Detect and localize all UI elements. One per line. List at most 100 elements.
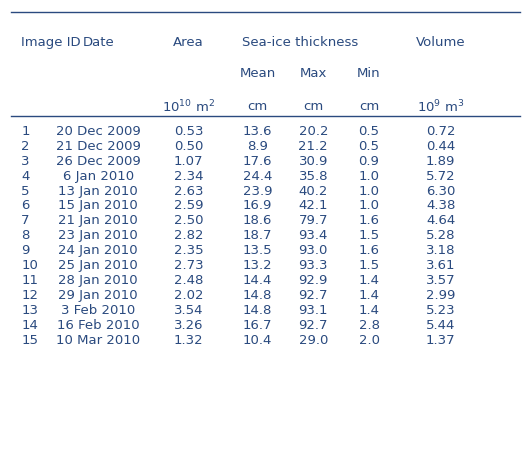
Text: 1.37: 1.37 [426, 334, 456, 347]
Text: 3.57: 3.57 [426, 274, 456, 287]
Text: 14: 14 [21, 319, 38, 332]
Text: cm: cm [359, 100, 379, 113]
Text: 18.7: 18.7 [243, 229, 272, 242]
Text: 1: 1 [21, 125, 30, 138]
Text: 1.0: 1.0 [358, 200, 380, 212]
Text: 3.18: 3.18 [426, 244, 456, 257]
Text: 0.53: 0.53 [174, 125, 203, 138]
Text: 18.6: 18.6 [243, 214, 272, 228]
Text: 0.5: 0.5 [358, 140, 380, 153]
Text: 2.63: 2.63 [174, 184, 203, 198]
Text: 40.2: 40.2 [298, 184, 328, 198]
Text: 1.6: 1.6 [358, 244, 380, 257]
Text: 13: 13 [21, 304, 38, 317]
Text: 24.4: 24.4 [243, 170, 272, 182]
Text: 20 Dec 2009: 20 Dec 2009 [56, 125, 141, 138]
Text: 1.4: 1.4 [358, 289, 380, 302]
Text: 2.73: 2.73 [174, 259, 203, 272]
Text: 35.8: 35.8 [298, 170, 328, 182]
Text: Mean: Mean [239, 67, 276, 80]
Text: 16 Feb 2010: 16 Feb 2010 [57, 319, 140, 332]
Text: 3.54: 3.54 [174, 304, 203, 317]
Text: 3.61: 3.61 [426, 259, 456, 272]
Text: 93.3: 93.3 [298, 259, 328, 272]
Text: 92.9: 92.9 [298, 274, 328, 287]
Text: 2.99: 2.99 [426, 289, 456, 302]
Text: 0.72: 0.72 [426, 125, 456, 138]
Text: 7: 7 [21, 214, 30, 228]
Text: 21 Dec 2009: 21 Dec 2009 [56, 140, 141, 153]
Text: 13.2: 13.2 [243, 259, 272, 272]
Text: 8: 8 [21, 229, 30, 242]
Text: 16.9: 16.9 [243, 200, 272, 212]
Text: 14.8: 14.8 [243, 304, 272, 317]
Text: 1.4: 1.4 [358, 304, 380, 317]
Text: 13 Jan 2010: 13 Jan 2010 [58, 184, 138, 198]
Text: 2.34: 2.34 [174, 170, 203, 182]
Text: 29 Jan 2010: 29 Jan 2010 [58, 289, 138, 302]
Text: 24 Jan 2010: 24 Jan 2010 [58, 244, 138, 257]
Text: 1.5: 1.5 [358, 259, 380, 272]
Text: 2.59: 2.59 [174, 200, 203, 212]
Text: 2.8: 2.8 [358, 319, 380, 332]
Text: 3.26: 3.26 [174, 319, 203, 332]
Text: 1.32: 1.32 [174, 334, 203, 347]
Text: 15 Jan 2010: 15 Jan 2010 [58, 200, 138, 212]
Text: Volume: Volume [416, 36, 466, 49]
Text: 93.1: 93.1 [298, 304, 328, 317]
Text: 25 Jan 2010: 25 Jan 2010 [58, 259, 138, 272]
Text: 29.0: 29.0 [298, 334, 328, 347]
Text: 14.8: 14.8 [243, 289, 272, 302]
Text: 20.2: 20.2 [298, 125, 328, 138]
Text: 1.4: 1.4 [358, 274, 380, 287]
Text: 4.64: 4.64 [426, 214, 456, 228]
Text: 6 Jan 2010: 6 Jan 2010 [63, 170, 134, 182]
Text: 2.82: 2.82 [174, 229, 203, 242]
Text: 1.6: 1.6 [358, 214, 380, 228]
Text: $10^{10}\ \mathrm{m}^{2}$: $10^{10}\ \mathrm{m}^{2}$ [162, 98, 215, 115]
Text: 17.6: 17.6 [243, 155, 272, 168]
Text: 21 Jan 2010: 21 Jan 2010 [58, 214, 138, 228]
Text: 11: 11 [21, 274, 38, 287]
Text: 1.07: 1.07 [174, 155, 203, 168]
Text: 2: 2 [21, 140, 30, 153]
Text: cm: cm [303, 100, 323, 113]
Text: 28 Jan 2010: 28 Jan 2010 [58, 274, 138, 287]
Text: 5: 5 [21, 184, 30, 198]
Text: 1.89: 1.89 [426, 155, 456, 168]
Text: 4: 4 [21, 170, 30, 182]
Text: 10: 10 [21, 259, 38, 272]
Text: 8.9: 8.9 [247, 140, 268, 153]
Text: 5.44: 5.44 [426, 319, 456, 332]
Text: $10^{9}\ \mathrm{m}^{3}$: $10^{9}\ \mathrm{m}^{3}$ [417, 98, 465, 115]
Text: 4.38: 4.38 [426, 200, 456, 212]
Text: 13.6: 13.6 [243, 125, 272, 138]
Text: 12: 12 [21, 289, 38, 302]
Text: 0.5: 0.5 [358, 125, 380, 138]
Text: 3 Feb 2010: 3 Feb 2010 [61, 304, 135, 317]
Text: 13.5: 13.5 [243, 244, 272, 257]
Text: 23 Jan 2010: 23 Jan 2010 [58, 229, 138, 242]
Text: 2.0: 2.0 [358, 334, 380, 347]
Text: 26 Dec 2009: 26 Dec 2009 [56, 155, 141, 168]
Text: Max: Max [299, 67, 327, 80]
Text: 5.72: 5.72 [426, 170, 456, 182]
Text: 1.0: 1.0 [358, 184, 380, 198]
Text: 15: 15 [21, 334, 38, 347]
Text: 6.30: 6.30 [426, 184, 456, 198]
Text: cm: cm [247, 100, 268, 113]
Text: 0.44: 0.44 [426, 140, 456, 153]
Text: 42.1: 42.1 [298, 200, 328, 212]
Text: 79.7: 79.7 [298, 214, 328, 228]
Text: 21.2: 21.2 [298, 140, 328, 153]
Text: 16.7: 16.7 [243, 319, 272, 332]
Text: Area: Area [173, 36, 204, 49]
Text: 2.02: 2.02 [174, 289, 203, 302]
Text: Sea-ice thickness: Sea-ice thickness [242, 36, 358, 49]
Text: 23.9: 23.9 [243, 184, 272, 198]
Text: 30.9: 30.9 [298, 155, 328, 168]
Text: 92.7: 92.7 [298, 289, 328, 302]
Text: 93.0: 93.0 [298, 244, 328, 257]
Text: 2.48: 2.48 [174, 274, 203, 287]
Text: Image ID: Image ID [21, 36, 81, 49]
